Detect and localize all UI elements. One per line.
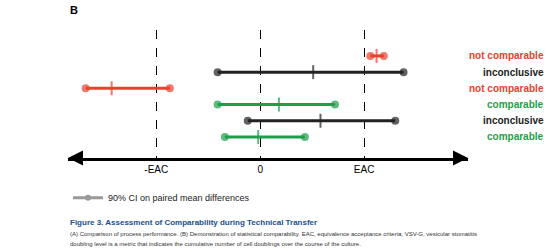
svg-text:doubling level is a metric tha: doubling level is a metric that indicate…	[70, 241, 361, 247]
svg-text:EAC: EAC	[354, 164, 375, 175]
svg-text:90% CI on paired mean differen: 90% CI on paired mean differences	[108, 193, 249, 203]
svg-text:comparable: comparable	[487, 131, 544, 142]
svg-text:(A) Comparison of process perf: (A) Comparison of process performance. (…	[70, 231, 477, 237]
svg-text:B: B	[70, 4, 78, 16]
svg-text:0: 0	[257, 164, 263, 175]
svg-text:-EAC: -EAC	[144, 164, 168, 175]
svg-text:comparable: comparable	[487, 99, 544, 110]
svg-text:inconclusive: inconclusive	[483, 67, 544, 78]
svg-text:not comparable: not comparable	[469, 50, 544, 61]
svg-text:not comparable: not comparable	[469, 83, 544, 94]
svg-text:Figure 3. Assessment of Compar: Figure 3. Assessment of Comparability du…	[70, 218, 317, 227]
svg-text:inconclusive: inconclusive	[483, 115, 544, 126]
